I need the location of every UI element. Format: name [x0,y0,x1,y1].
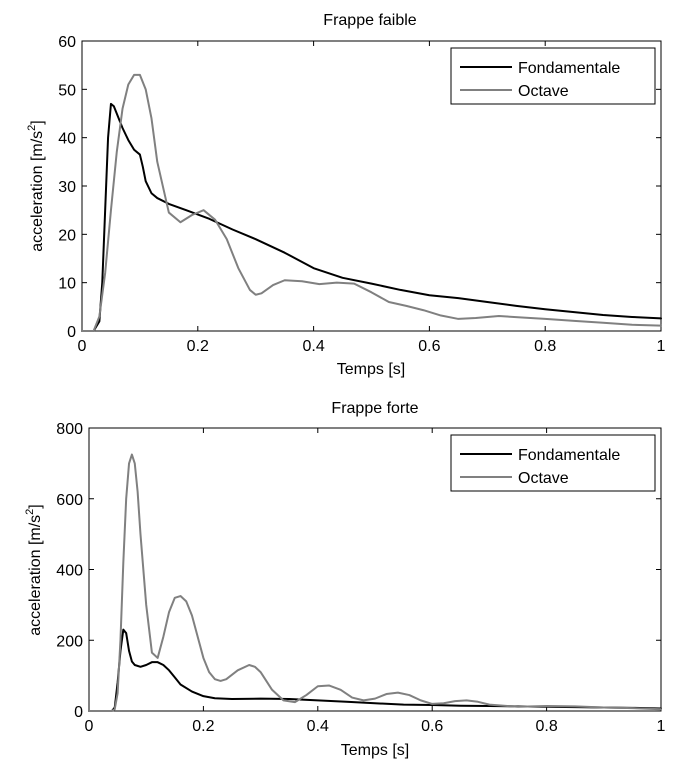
y-axis-title-main: acceleration [m/s [27,515,44,636]
x-tick-label: 0 [78,338,87,355]
legend: Fondamentale Octave [450,434,656,492]
y-tick-label: 400 [56,563,83,580]
y-tick-label: 800 [56,421,83,438]
chart-frappe-forte: Frappe forte 0 0.2 0.4 0.6 0.8 1 0 200 400 600 800… [24,400,666,759]
y-axis-title-end: ] [29,120,46,124]
chart-frappe-faible: Frappe faible 0 0.2 0.4 0.6 0.8 1010203040506… [26,12,666,378]
legend-box [450,47,656,105]
legend-label-octave: Octave [518,83,569,100]
chart-title: Frappe forte [331,400,418,417]
legend-label-octave: Octave [518,470,569,487]
x-tick-label: 0.8 [535,718,557,735]
legend-label-fondamentale: Fondamentale [518,60,620,77]
y-tick-label: 600 [56,492,83,509]
x-tick-label: 1 [657,718,666,735]
y-axis-title-end: ] [27,504,44,508]
y-tick-label: 200 [56,633,83,650]
series-line-octave [81,73,662,332]
y-tick-label: 50 [58,82,76,99]
y-axis-title: acceleration [m/s2] [24,504,44,636]
y-tick-label: 60 [58,34,76,51]
series-line-fondamentale [81,102,662,332]
legend-label-fondamentale: Fondamentale [518,447,620,464]
legend-box [450,434,656,492]
x-axis-title: Temps [s] [337,361,405,378]
x-tick-label: 0.8 [534,338,556,355]
y-tick-label: 0 [74,704,83,721]
y-axis-title-main: acceleration [m/s [29,131,46,252]
y-tick-label: 10 [58,276,76,293]
x-tick-label: 0.4 [307,718,329,735]
y-tick-label: 20 [58,227,76,244]
x-tick-label: 0.2 [187,338,209,355]
y-tick-label: 0 [67,324,76,341]
y-axis-title: acceleration [m/s2] [26,120,46,252]
series-layer [88,453,662,712]
x-tick-label: 0.6 [421,718,443,735]
y-axis-title-superscript: 2 [24,509,36,515]
x-tick-label: 1 [657,338,666,355]
x-tick-label: 0 [85,718,94,735]
chart-title: Frappe faible [323,12,416,29]
y-tick-label: 40 [58,131,76,148]
y-tick-label: 30 [58,179,76,196]
series-line-octave [88,453,662,712]
legend: Fondamentale Octave [450,47,656,105]
x-tick-label: 0.2 [192,718,214,735]
x-tick-label: 0.4 [302,338,324,355]
series-line-fondamentale [88,628,662,712]
ticks-layer: 0 0.2 0.4 0.6 0.8 1 0 200 400 600 800 [56,421,665,735]
series-layer [81,73,662,332]
x-axis-title: Temps [s] [341,742,409,759]
x-tick-label: 0.6 [418,338,440,355]
y-axis-title-superscript: 2 [26,125,38,131]
